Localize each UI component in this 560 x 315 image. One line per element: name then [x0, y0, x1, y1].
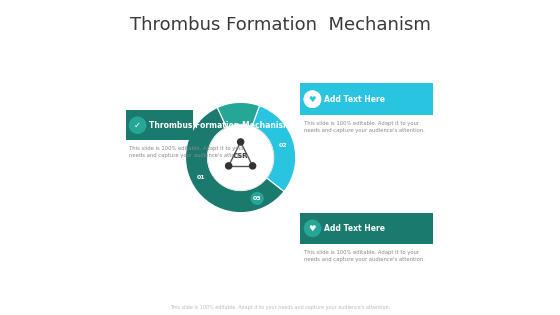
Circle shape: [129, 116, 147, 134]
Circle shape: [249, 162, 256, 170]
Circle shape: [304, 220, 321, 237]
Text: ♥: ♥: [309, 95, 316, 104]
Text: ♥: ♥: [309, 95, 316, 104]
Wedge shape: [217, 102, 259, 128]
Circle shape: [304, 90, 321, 108]
Text: 03: 03: [253, 196, 262, 201]
FancyBboxPatch shape: [301, 83, 433, 115]
Text: CSR: CSR: [233, 153, 249, 159]
Circle shape: [208, 124, 274, 191]
Text: 02: 02: [279, 143, 287, 148]
Text: This slide is 100% editable. Adapt it to your
needs and capture your audience's : This slide is 100% editable. Adapt it to…: [304, 250, 424, 262]
Text: Thrombus Formation Mechanism: Thrombus Formation Mechanism: [150, 121, 291, 130]
Wedge shape: [185, 107, 284, 213]
Wedge shape: [252, 106, 296, 192]
FancyBboxPatch shape: [301, 213, 433, 244]
Text: This slide is 100% editable. Adapt it to your
needs and capture your audience's : This slide is 100% editable. Adapt it to…: [304, 121, 424, 133]
Text: This slide is 100% editable. Adapt it to your
needs and capture your audience's : This slide is 100% editable. Adapt it to…: [129, 146, 250, 158]
Circle shape: [237, 138, 244, 146]
Text: ♥: ♥: [309, 224, 316, 233]
Circle shape: [250, 192, 264, 205]
Circle shape: [304, 90, 321, 108]
Text: This slide is 100% editable. Adapt it to your needs and capture your audience's : This slide is 100% editable. Adapt it to…: [170, 305, 390, 310]
Text: Add Text Here: Add Text Here: [324, 95, 385, 104]
Text: 01: 01: [197, 175, 206, 180]
Text: ✓: ✓: [134, 121, 141, 130]
Text: Thrombus Formation  Mechanism: Thrombus Formation Mechanism: [129, 16, 431, 34]
Circle shape: [225, 162, 232, 170]
Circle shape: [195, 171, 208, 184]
Circle shape: [277, 139, 290, 152]
Text: Add Text Here: Add Text Here: [324, 224, 385, 233]
FancyBboxPatch shape: [125, 110, 193, 140]
